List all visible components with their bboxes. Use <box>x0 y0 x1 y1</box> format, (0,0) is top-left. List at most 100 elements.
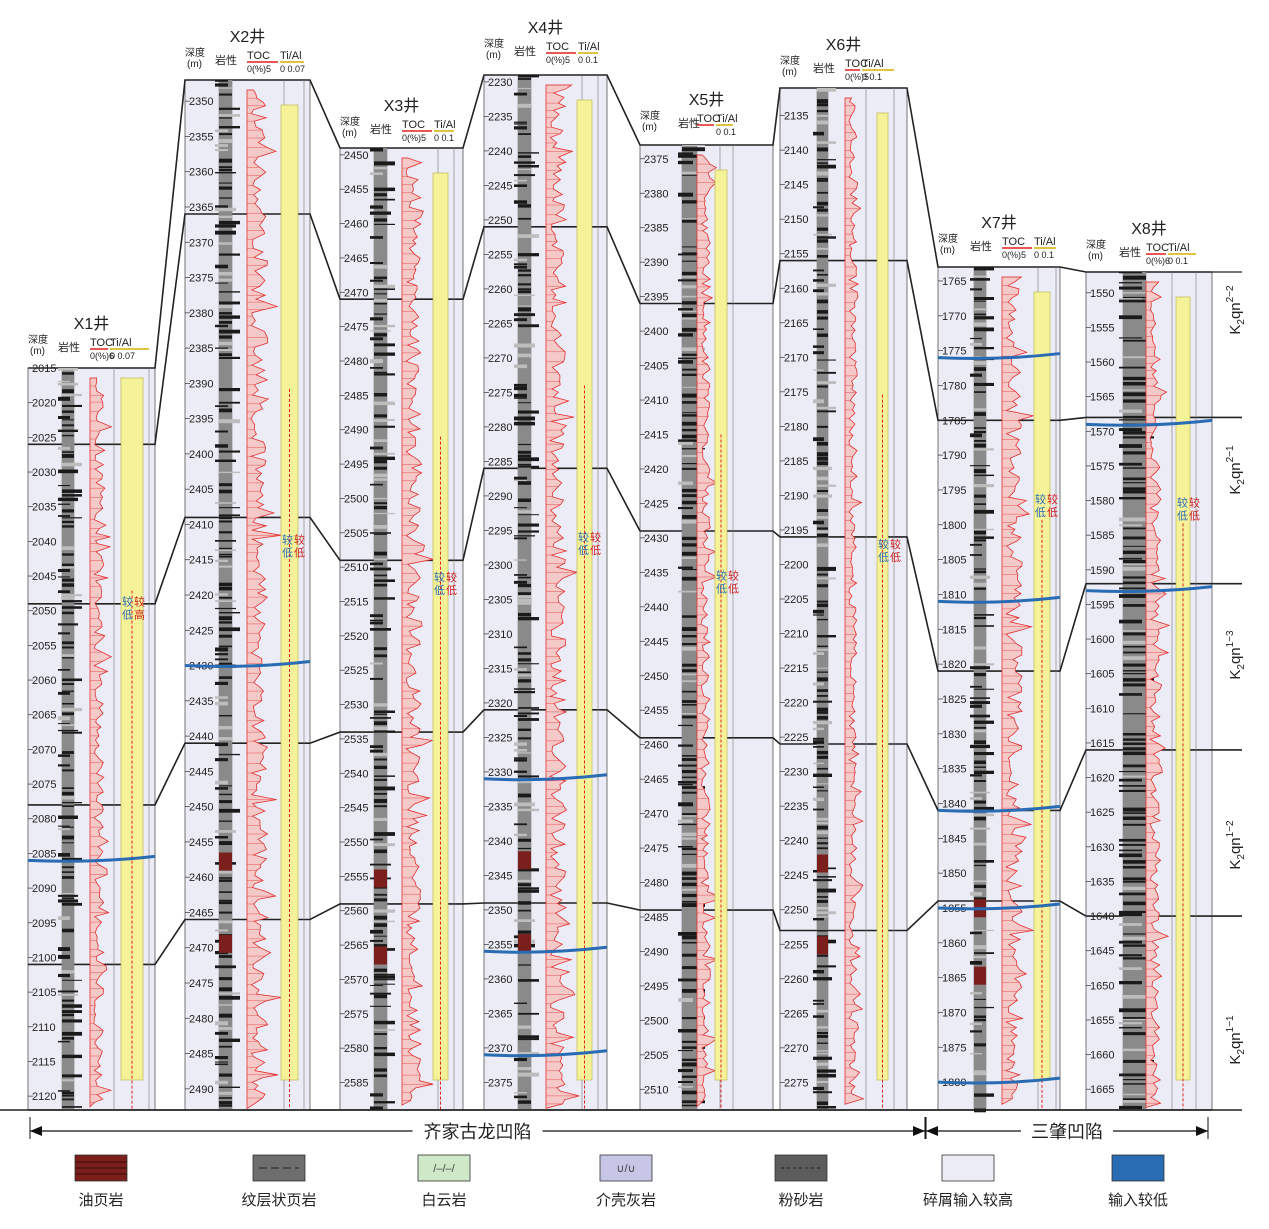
lithology-bed <box>62 1055 82 1058</box>
depth-tick-label: 2455 <box>644 705 668 717</box>
lithology-bed <box>374 1021 395 1025</box>
depth-tick-label: 2310 <box>488 629 512 641</box>
toc-scale: 0(%)5 <box>546 55 570 65</box>
annotation-low: 低 <box>1177 510 1188 523</box>
lithology-bed <box>514 834 527 836</box>
lithology-bed <box>518 652 531 655</box>
lithology-bed <box>370 148 383 152</box>
lithology-bed <box>374 353 395 356</box>
lithology-bed <box>813 270 824 272</box>
lithology-bed <box>370 330 391 331</box>
lithology-bed <box>514 537 527 539</box>
header-lithology: 岩性 <box>970 239 992 253</box>
region-label: 三肇凹陷 <box>1031 1122 1103 1142</box>
lithology-bed <box>817 174 828 175</box>
lithology-bed <box>817 574 828 576</box>
lithology-bed <box>974 730 986 733</box>
lithology-bed <box>817 385 828 387</box>
lithology-bed <box>58 716 70 720</box>
lithology-bed <box>215 540 236 542</box>
lithology-bed <box>970 892 982 896</box>
lithology-bed <box>682 311 697 312</box>
lithology-bed <box>817 646 828 648</box>
depth-tick-label: 1620 <box>1090 773 1114 785</box>
lithology-bed <box>974 801 986 804</box>
lithology-bed <box>374 218 387 221</box>
lithology-bed <box>1123 944 1146 946</box>
depth-tick-label: 2230 <box>784 767 808 779</box>
lithology-bed <box>514 535 535 536</box>
lithology-bed <box>1123 752 1146 756</box>
lithology-bed <box>518 883 531 886</box>
depth-tick-label: 2540 <box>344 768 368 780</box>
lithology-bed <box>518 663 539 664</box>
toc-scale: 0(%)6 <box>1146 256 1170 266</box>
lithology-bed <box>817 228 828 231</box>
lithology-bed <box>219 1027 232 1030</box>
lithology-bed <box>219 566 232 568</box>
annotation-low: 低 <box>878 551 889 564</box>
lithology-bed <box>682 883 697 886</box>
header-depth: 深度 <box>185 46 205 59</box>
lithology-bed <box>974 807 994 810</box>
lithology-bed <box>682 200 697 203</box>
lithology-bed <box>1119 524 1142 526</box>
lithology-bed <box>62 521 74 523</box>
depth-tick-label: 2455 <box>189 837 213 849</box>
lithology-bed <box>678 725 693 726</box>
lithology-bed <box>518 880 531 882</box>
lithology-bed <box>1123 390 1146 391</box>
header-ti-al: Ti/Al <box>862 58 884 70</box>
lithology-bed <box>974 1070 986 1071</box>
lithology-bed <box>215 348 228 349</box>
lithology-bed <box>682 515 697 519</box>
depth-tick-label: 2460 <box>189 872 213 884</box>
lithology-bed <box>215 1056 228 1059</box>
lithology-bed <box>813 467 832 470</box>
lithology-bed <box>817 1043 828 1044</box>
depth-tick-label: 2455 <box>344 184 368 196</box>
lithology-bed <box>1119 893 1150 896</box>
lithology-bed <box>514 344 535 348</box>
depth-tick-label: 1800 <box>942 520 966 532</box>
depth-tick-label: 2560 <box>344 906 368 918</box>
lithology-bed <box>678 820 693 823</box>
depth-tick-label: 2360 <box>488 974 512 986</box>
ti-al-scale: 0 0.1 <box>716 127 736 137</box>
lithology-bed <box>970 343 982 346</box>
header-lithology: 岩性 <box>514 44 536 58</box>
depth-tick-label: 2505 <box>644 1050 668 1062</box>
depth-tick-label: 2245 <box>488 180 512 192</box>
legend-label: 介壳灰岩 <box>596 1192 656 1209</box>
lithology-bed <box>518 152 539 153</box>
lithology-bed <box>518 1100 531 1103</box>
lithology-bed <box>817 543 828 547</box>
lithology-bed <box>1119 913 1142 916</box>
lithology-bed <box>219 800 232 803</box>
lithology-bed <box>974 328 994 332</box>
lithology-bed <box>1119 981 1142 984</box>
lithology-bed <box>817 461 828 465</box>
legend-label: 碎屑输入较高 <box>923 1191 1013 1209</box>
depth-tick-label: 2025 <box>32 432 56 444</box>
lithology-bed <box>374 584 387 587</box>
depth-tick-label: 2390 <box>644 257 668 269</box>
header-ti-al: Ti/Al <box>1034 236 1056 248</box>
lithology-bed <box>970 465 990 466</box>
header-lithology: 岩性 <box>370 122 392 136</box>
lithology-bed <box>817 274 828 276</box>
depth-tick-label: 2515 <box>344 597 368 609</box>
lithology-bed <box>219 1039 240 1042</box>
lithology-bed <box>974 539 986 541</box>
lithology-bed <box>62 708 82 711</box>
lithology-bed <box>514 263 527 265</box>
lithology-bed <box>813 399 824 403</box>
lithology-bed <box>374 759 387 761</box>
lithology-bed <box>817 110 828 112</box>
header-depth-unit: (m) <box>782 67 797 78</box>
lithology-bed <box>813 1000 824 1002</box>
lithology-bed <box>370 367 383 369</box>
depth-tick-label: 2555 <box>344 871 368 883</box>
lithology-bed <box>974 347 994 349</box>
depth-tick-label: 1655 <box>1090 1015 1114 1027</box>
